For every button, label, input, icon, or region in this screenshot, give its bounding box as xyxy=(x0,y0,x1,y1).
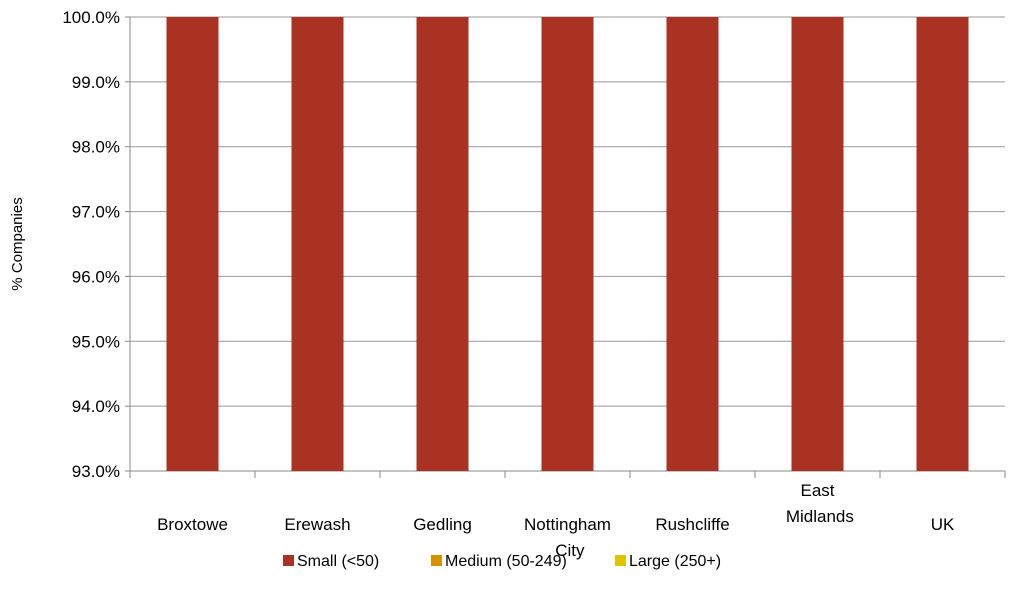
legend-swatch xyxy=(431,555,442,566)
bar-segment xyxy=(416,17,469,471)
x-tick-label: UK xyxy=(931,515,955,534)
y-tick-label: 96.0% xyxy=(72,267,120,286)
x-tick-label: Rushcliffe xyxy=(655,515,729,534)
legend-swatch xyxy=(283,555,294,566)
bar-segment xyxy=(166,17,219,471)
bar-segment xyxy=(791,17,844,471)
y-tick-label: 93.0% xyxy=(72,462,120,481)
bar-segment xyxy=(541,17,594,471)
y-tick-label: 99.0% xyxy=(72,73,120,92)
x-tick-label: Gedling xyxy=(413,515,472,534)
x-tick-label: Nottingham City xyxy=(524,515,611,560)
y-tick-label: 94.0% xyxy=(72,397,120,416)
y-tick-label: 95.0% xyxy=(72,332,120,351)
legend-swatch xyxy=(615,555,626,566)
y-axis-label: % Companies xyxy=(9,197,26,290)
y-tick-label: 97.0% xyxy=(72,203,120,222)
x-tick-label: East Midlands xyxy=(781,481,854,526)
x-tick-label: Broxtowe xyxy=(157,515,228,534)
legend-label: Small (<50) xyxy=(297,553,379,570)
bar-segment xyxy=(291,17,344,471)
legend-label: Large (250+) xyxy=(629,553,721,570)
legend-label: Medium (50-249) xyxy=(445,553,567,570)
y-tick-label: 100.0% xyxy=(62,8,120,27)
bar-segment xyxy=(916,17,969,471)
bar-segment xyxy=(666,17,719,471)
y-tick-label: 98.0% xyxy=(72,138,120,157)
x-tick-label: Erewash xyxy=(284,515,350,534)
